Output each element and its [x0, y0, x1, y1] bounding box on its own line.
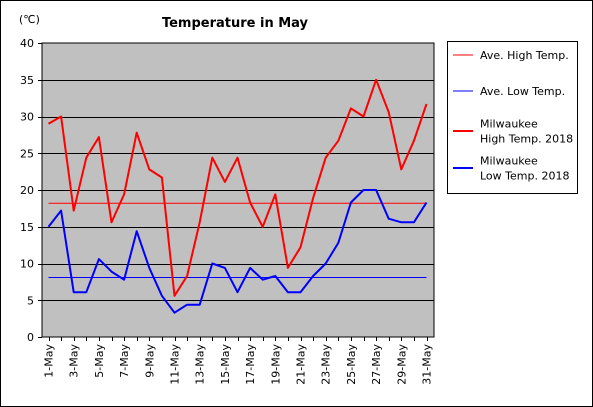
chart-title: Temperature in May [162, 16, 309, 31]
legend-label: Low Temp. 2018 [480, 170, 569, 183]
x-tick-label: 13-May [194, 344, 207, 385]
y-tick-label: 15 [20, 221, 34, 234]
y-tick-label: 5 [27, 294, 34, 307]
legend: Ave. High Temp. Ave. Low Temp. Milwaukee Hi… [453, 49, 573, 183]
x-tick-label: 19-May [269, 344, 282, 385]
x-tick-label: 21-May [295, 344, 308, 385]
legend-label: Ave. Low Temp. [480, 85, 565, 98]
x-tick-label: 3-May [68, 344, 81, 378]
legend-label: Milwaukee [480, 118, 538, 131]
y-tick-label: 20 [20, 184, 34, 197]
series-line-3 [47, 189, 428, 314]
legend-label: Ave. High Temp. [480, 49, 569, 62]
x-tick-label: 9-May [143, 344, 156, 378]
y-tick-label: 25 [20, 147, 34, 160]
x-tick-label: 25-May [345, 344, 358, 385]
y-unit-label: (℃) [19, 13, 40, 26]
x-tick-label: 17-May [244, 344, 257, 385]
series-lines [47, 78, 428, 314]
x-tick-label: 23-May [320, 344, 333, 385]
y-tick-label: 40 [20, 37, 34, 50]
x-tick-label: 15-May [219, 344, 232, 385]
x-tick-label: 29-May [395, 344, 408, 385]
x-tick-label: 1-May [43, 344, 56, 378]
x-tick-label: 27-May [370, 344, 383, 385]
y-tick-label: 35 [20, 74, 34, 87]
y-tick-label: 0 [27, 331, 34, 344]
legend-label: Milwaukee [480, 155, 538, 168]
x-tick-label: 31-May [421, 344, 434, 385]
x-tick-label: 5-May [93, 344, 106, 378]
x-tick-label: 11-May [169, 344, 182, 385]
series-line-2 [47, 78, 428, 297]
x-tick-label: 7-May [118, 344, 131, 378]
y-tick-label: 30 [20, 111, 34, 124]
y-tick-label: 10 [20, 258, 34, 271]
y-axis-ticks: 0 5 10 15 20 25 30 35 40 [20, 37, 42, 344]
legend-label: High Temp. 2018 [480, 133, 573, 146]
x-axis-ticks: 1-May 3-May 5-May 7-May 9-May 11-May 13-May 15-… [43, 337, 434, 385]
